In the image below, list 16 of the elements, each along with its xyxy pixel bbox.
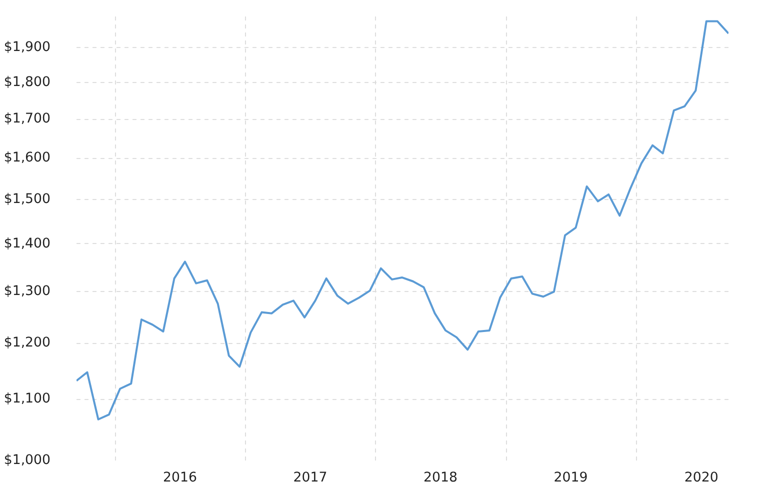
line-series xyxy=(76,20,728,420)
x-tick-label: 2017 xyxy=(293,470,328,484)
x-tick-label: 2018 xyxy=(424,470,458,484)
y-tick-label: $1,400 xyxy=(4,236,51,252)
y-tick-label: $1,800 xyxy=(4,74,51,90)
y-tick-label: $1,200 xyxy=(4,336,51,351)
y-tick-label: $1,000 xyxy=(4,453,51,468)
y-tick-label: $1,600 xyxy=(4,150,51,166)
y-tick-label: $1,700 xyxy=(4,112,51,127)
x-tick-label: 2020 xyxy=(684,470,718,484)
x-tick-label: 2016 xyxy=(163,470,197,484)
y-tick-label: $1,100 xyxy=(4,392,51,407)
x-tick-label: 2019 xyxy=(554,470,588,484)
y-tick-label: $1,300 xyxy=(4,284,51,300)
y-tick-label: $1,500 xyxy=(4,192,51,208)
y-tick-label: $1,900 xyxy=(4,40,51,56)
